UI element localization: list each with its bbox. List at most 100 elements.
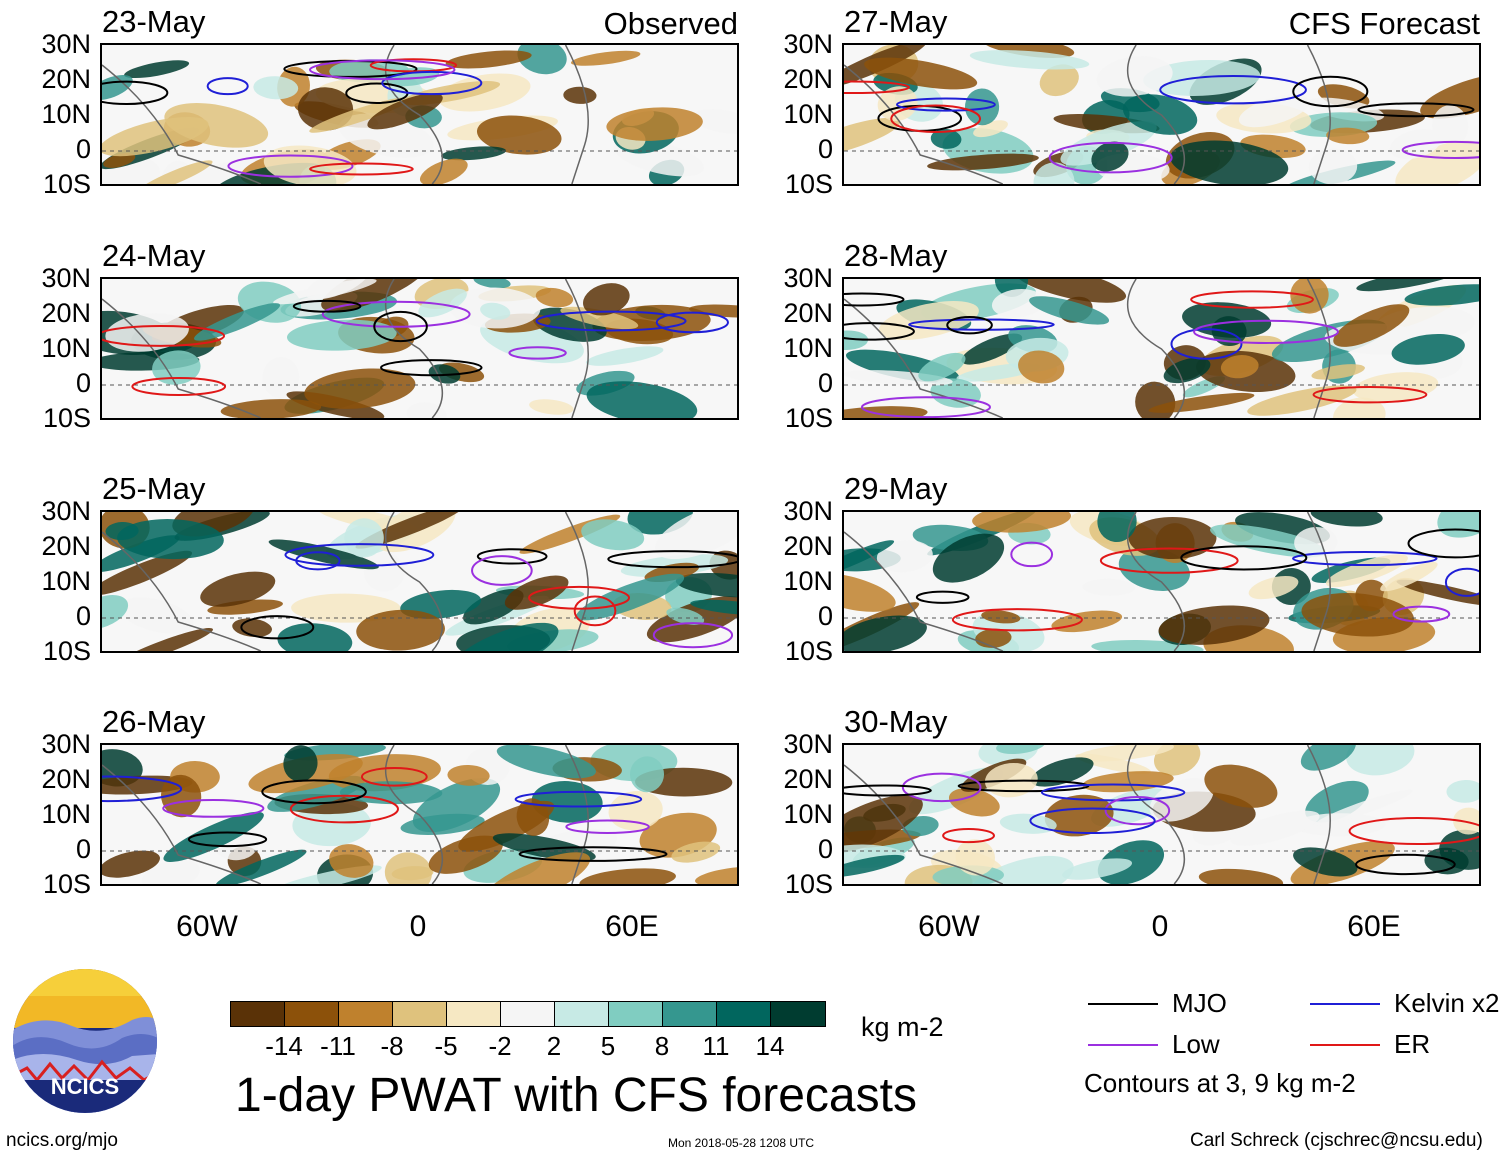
anomaly-blob xyxy=(117,519,224,560)
anomaly-blob xyxy=(344,518,384,558)
website-link[interactable]: ncics.org/mjo xyxy=(6,1130,118,1151)
lat-tick-label: 0 xyxy=(817,134,833,164)
anomaly-blob xyxy=(476,115,562,155)
legend-swatch-line xyxy=(1088,1043,1158,1046)
wave-contour xyxy=(471,555,533,586)
anomaly-blob xyxy=(1453,807,1479,835)
anomaly-blob xyxy=(286,319,397,351)
wave-contour xyxy=(1159,75,1307,105)
anomaly-blob xyxy=(1170,140,1289,184)
legend-swatch-line xyxy=(1088,1002,1158,1005)
pwat-map xyxy=(100,743,739,886)
anomaly-blob xyxy=(161,774,202,818)
anomaly-blob xyxy=(448,622,559,651)
wave-contour xyxy=(655,311,729,334)
anomaly-blob xyxy=(1230,810,1320,846)
anomaly-blob xyxy=(339,113,434,158)
anomaly-blob xyxy=(579,868,676,884)
anomaly-blob xyxy=(969,50,1090,70)
panel-date-label: 24-May xyxy=(102,238,206,273)
lon-tick-label: 60E xyxy=(605,910,659,943)
wave-contour xyxy=(1099,547,1239,574)
anomaly-blob xyxy=(102,550,193,596)
east-africa-coastline xyxy=(564,745,589,884)
anomaly-blob xyxy=(1018,350,1065,384)
anomaly-blob xyxy=(1325,554,1408,588)
wave-contour xyxy=(1104,795,1171,826)
anomaly-blob xyxy=(163,811,264,862)
anomaly-blob xyxy=(606,107,703,141)
wave-contour xyxy=(565,819,650,834)
americas-coastline xyxy=(102,298,262,418)
wave-contour xyxy=(1190,290,1314,309)
lat-tick-label: 20N xyxy=(783,764,833,794)
pwat-map xyxy=(100,510,739,653)
anomaly-blob xyxy=(418,288,467,318)
lat-tick-label: 10S xyxy=(42,869,91,899)
anomaly-blob xyxy=(329,844,374,878)
anomaly-blob xyxy=(1391,333,1465,365)
lat-tick-label: 10S xyxy=(42,636,91,666)
anomaly-blob xyxy=(321,279,431,312)
wave-contour xyxy=(861,396,991,418)
lat-tick-label: 30N xyxy=(41,29,91,59)
legend-item: MJO xyxy=(1088,988,1227,1019)
africa-coastline xyxy=(1126,279,1186,418)
anomaly-blob xyxy=(844,795,923,854)
lat-tick-label: 30N xyxy=(783,729,833,759)
anomaly-blob xyxy=(220,399,322,418)
anomaly-blob xyxy=(1333,304,1410,347)
colorbar-swatch xyxy=(717,1002,771,1026)
anomaly-blob xyxy=(1248,575,1299,600)
anomaly-blob xyxy=(328,754,441,792)
anomaly-blob xyxy=(961,333,1023,365)
anomaly-blob xyxy=(918,352,966,382)
anomaly-blob xyxy=(981,610,1021,624)
lat-tick-label: 0 xyxy=(75,134,91,164)
colorbar-tick-label: 5 xyxy=(600,1031,616,1061)
africa-coastline xyxy=(1126,512,1186,651)
cfs-forecast-label: CFS Forecast xyxy=(1288,6,1480,41)
wave-contour xyxy=(381,70,483,96)
anomaly-blob xyxy=(1030,757,1094,787)
anomaly-blob xyxy=(1346,745,1415,776)
anomaly-blob xyxy=(277,623,353,651)
colorbar-swatch xyxy=(231,1002,285,1026)
wave-contour xyxy=(284,543,435,567)
wave-contour xyxy=(1170,328,1243,360)
wave-contour xyxy=(951,608,1083,632)
wave-contour xyxy=(1292,75,1369,108)
lat-tick-label: 10S xyxy=(784,403,833,433)
lat-tick-label: 20N xyxy=(41,298,91,328)
panel-date-label: 29-May xyxy=(844,471,948,506)
anomaly-blob xyxy=(356,609,445,651)
lat-tick-label: 10S xyxy=(42,169,91,199)
lat-tick-label: 10N xyxy=(41,333,91,363)
anomaly-blob xyxy=(447,764,490,786)
anomaly-blob xyxy=(1220,355,1259,379)
wave-contour xyxy=(1357,102,1475,118)
wave-contour xyxy=(308,59,456,81)
anomaly-blob xyxy=(1332,397,1386,418)
legend-label: MJO xyxy=(1172,988,1227,1018)
anomaly-blob xyxy=(1062,858,1133,880)
anomaly-blob xyxy=(473,279,511,289)
wave-contour xyxy=(1029,807,1156,835)
anomaly-blob xyxy=(535,287,574,308)
anomaly-blob xyxy=(480,302,511,320)
pwat-map xyxy=(100,277,739,420)
wave-contour xyxy=(1292,551,1438,567)
anomaly-blob xyxy=(428,835,503,874)
africa-coastline xyxy=(384,512,444,651)
pwat-field xyxy=(102,45,737,184)
anomaly-blob xyxy=(215,849,307,884)
anomaly-blob xyxy=(283,745,318,782)
anomaly-blob xyxy=(1075,745,1174,762)
wave-contour xyxy=(360,766,428,787)
colorbar-swatch xyxy=(771,1002,825,1026)
timestamp: Mon 2018-05-28 1208 UTC xyxy=(668,1136,815,1150)
anomaly-blob xyxy=(1326,127,1370,145)
anomaly-blob xyxy=(1311,364,1365,380)
anomaly-blob xyxy=(384,852,432,884)
wave-contour xyxy=(844,784,932,797)
